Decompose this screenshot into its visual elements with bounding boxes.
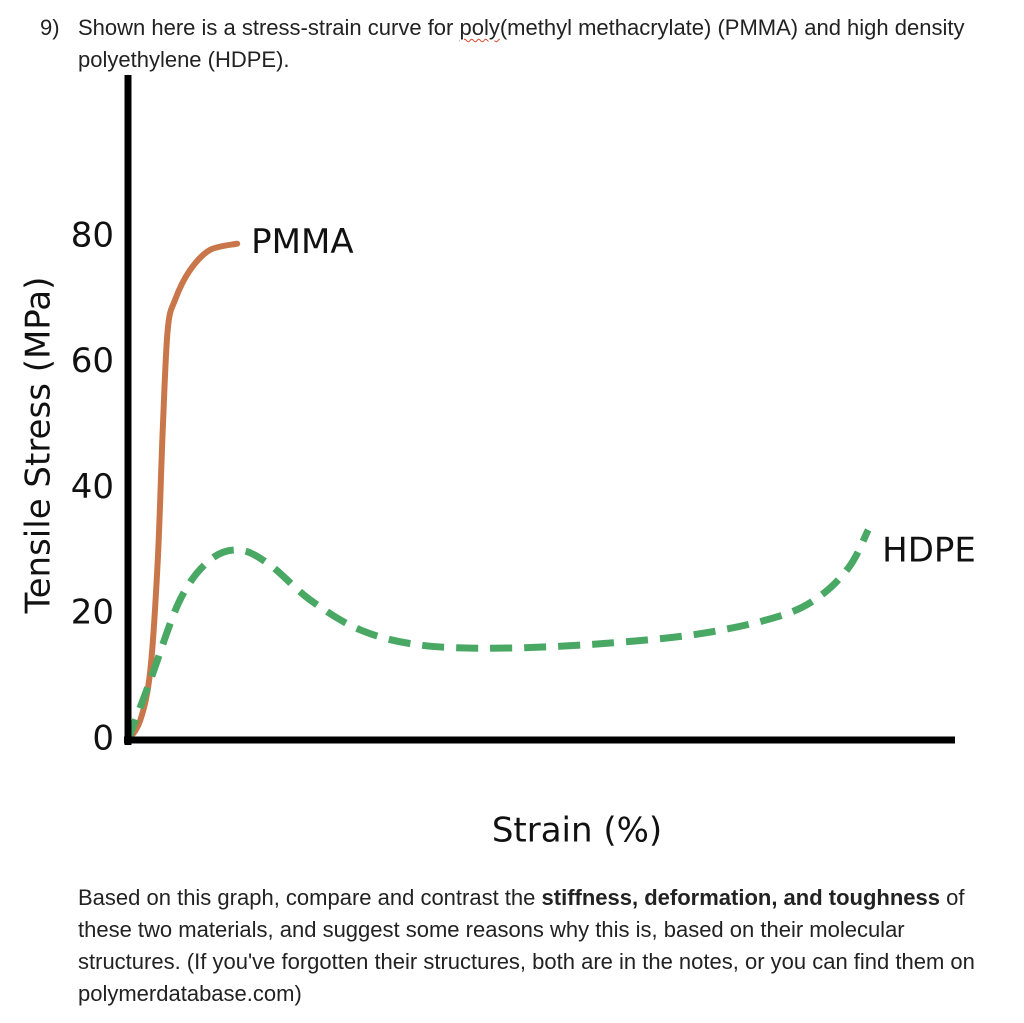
body-text: of these two materials, and suggest some… bbox=[78, 885, 975, 1006]
prompt-text: Shown here is a stress-strain curve for bbox=[78, 15, 460, 40]
series-line bbox=[125, 240, 241, 743]
series-line bbox=[124, 528, 872, 742]
y-tick-label: 0 bbox=[92, 719, 114, 759]
prompt-text: poly bbox=[459, 15, 500, 40]
series-label: HDPE bbox=[882, 530, 976, 570]
series-label: PMMA bbox=[251, 222, 353, 262]
question-body: Based on this graph, compare and contras… bbox=[78, 882, 1013, 1010]
y-axis-label: Tensile Stress (MPa) bbox=[19, 277, 59, 615]
prompt-text: (methyl methacrylate) (PMMA) and high de… bbox=[78, 15, 965, 72]
question-prompt: Shown here is a stress-strain curve for … bbox=[78, 12, 988, 76]
y-tick-label: 20 bbox=[71, 593, 114, 633]
chart: 0 20 40 60 80 PMMA HDPE Strain (%) Tensile Stres… bbox=[19, 75, 976, 851]
question-number: 9) bbox=[40, 15, 60, 40]
y-tick-label: 60 bbox=[71, 341, 114, 381]
body-text-bold: stiffness, deformation, and toughness bbox=[541, 885, 940, 910]
y-tick-label: 80 bbox=[71, 215, 114, 255]
body-text: Based on this graph, compare and contras… bbox=[78, 885, 542, 910]
y-tick-label: 40 bbox=[71, 467, 114, 507]
x-axis-label: Strain (%) bbox=[492, 811, 662, 851]
